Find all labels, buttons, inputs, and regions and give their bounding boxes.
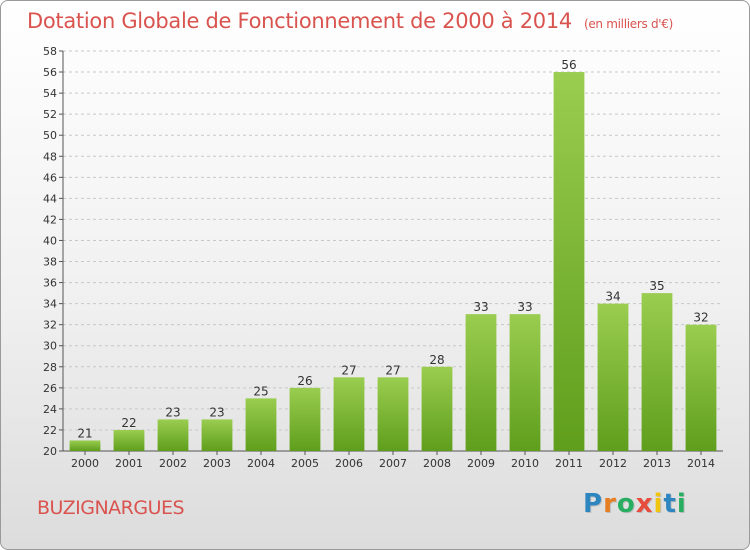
y-tick-label: 32 [43,319,57,332]
y-tick-label: 38 [43,256,57,269]
chart-title: Dotation Globale de Fonctionnement de 20… [27,9,673,33]
bar-value-label: 22 [121,416,136,430]
y-tick-label: 44 [43,192,57,205]
x-tick-label: 2005 [291,457,319,470]
bar-value-label: 56 [561,58,576,72]
y-tick-label: 26 [43,382,57,395]
x-tick-label: 2011 [555,457,583,470]
bar-value-label: 33 [473,300,488,314]
bar [597,303,629,451]
bar-value-label: 28 [429,353,444,367]
logo-letter: r [603,489,617,519]
x-tick-label: 2013 [643,457,671,470]
bar-value-label: 35 [649,279,664,293]
bar-value-label: 34 [605,290,620,304]
commune-name: BUZIGNARGUES [37,497,185,519]
y-tick-label: 40 [43,234,57,247]
bar-value-label: 25 [253,384,268,398]
bar [157,419,189,451]
bar [289,387,321,451]
labels: 21 22 23 23 25 26 27 27 28 33 33 56 34 35 32 [77,58,708,440]
y-tick-label: 24 [43,403,57,416]
bar-value-label: 23 [209,405,224,419]
logo-letter: i [676,489,687,519]
y-tick-label: 46 [43,171,57,184]
x-tick-label: 2009 [467,457,495,470]
chart-title-text: Dotation Globale de Fonctionnement de 20… [27,9,572,33]
bar-value-label: 27 [341,363,356,377]
bar-value-label: 21 [77,426,92,440]
x-tick-label: 2008 [423,457,451,470]
bars [69,72,717,451]
y-tick-label: 54 [43,87,57,100]
x-tick-label: 2000 [71,457,99,470]
bar-value-label: 27 [385,363,400,377]
y-tick-label: 58 [43,45,57,58]
x-tick-label: 2002 [159,457,187,470]
bar-value-label: 32 [693,311,708,325]
x-tick-label: 2004 [247,457,275,470]
bar [201,419,233,451]
logo-letter: o [616,489,636,519]
bar [641,293,673,451]
x-tick-label: 2006 [335,457,363,470]
y-tick-label: 42 [43,213,57,226]
bar [333,377,365,451]
y-tick-label: 56 [43,66,57,79]
y-tick-label: 36 [43,277,57,290]
bar [377,377,409,451]
logo-letter: i [653,489,664,519]
logo-letter: x [635,489,654,519]
x-tick-label: 2007 [379,457,407,470]
bar [245,398,277,451]
proxiti-logo: Proxiti [583,489,687,519]
bar [113,429,145,451]
x-tick-label: 2012 [599,457,627,470]
y-tick-label: 52 [43,108,57,121]
x-tick-label: 2014 [687,457,715,470]
chart-subtitle: (en milliers d'€) [583,17,673,31]
bar [509,314,541,451]
y-tick-label: 28 [43,361,57,374]
y-tick-label: 22 [43,424,57,437]
x-tick-label: 2003 [203,457,231,470]
y-tick-label: 48 [43,150,57,163]
y-tick-label: 50 [43,129,57,142]
bar [685,324,717,451]
bar-value-label: 33 [517,300,532,314]
logo-letter: P [583,489,604,519]
x-tick-label: 2001 [115,457,143,470]
bar-value-label: 26 [297,374,312,388]
logo-letter: t [663,489,677,519]
x-tick-label: 2010 [511,457,539,470]
bar [421,366,453,451]
y-tick-label: 34 [43,298,57,311]
bar-value-label: 23 [165,405,180,419]
bar [553,72,585,451]
y-tick-label: 30 [43,340,57,353]
bar [465,314,497,451]
y-tick-label: 20 [43,445,57,458]
bar [69,440,101,451]
